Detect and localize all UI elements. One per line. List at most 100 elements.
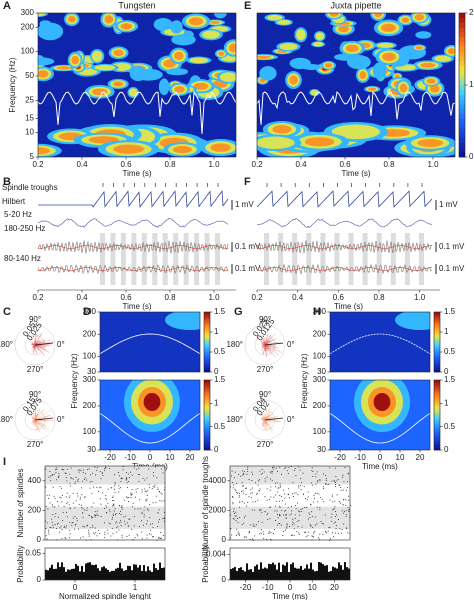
spike bbox=[96, 486, 98, 488]
heat-blob bbox=[372, 62, 387, 80]
y-tick-label: 200 bbox=[21, 22, 35, 31]
spike bbox=[45, 468, 47, 470]
y-tick-label: 300 bbox=[83, 375, 97, 384]
x-tick-label: 1.0 bbox=[427, 160, 439, 169]
phase-sample bbox=[34, 344, 48, 352]
spike bbox=[65, 476, 67, 478]
spike bbox=[234, 515, 236, 517]
spike bbox=[347, 473, 349, 475]
colorbar-cell bbox=[434, 324, 440, 327]
spike bbox=[230, 514, 231, 516]
angle-label: 0° bbox=[287, 415, 295, 424]
spike bbox=[105, 505, 107, 507]
spike bbox=[99, 498, 101, 500]
spike bbox=[85, 473, 86, 475]
spike bbox=[316, 523, 318, 525]
spike bbox=[141, 489, 143, 491]
heat-blob bbox=[189, 17, 204, 26]
spike bbox=[325, 484, 327, 485]
spike bbox=[56, 523, 58, 525]
spike bbox=[128, 534, 130, 536]
spike bbox=[70, 467, 72, 469]
spike bbox=[325, 475, 327, 476]
x-tick-label: 1.0 bbox=[414, 293, 426, 302]
spike bbox=[94, 514, 96, 516]
colorbar-cell bbox=[434, 314, 440, 317]
trough-band bbox=[162, 233, 168, 285]
heat-blob bbox=[426, 78, 436, 84]
spike bbox=[127, 486, 129, 488]
spike bbox=[118, 472, 120, 473]
colorbar-cell bbox=[459, 137, 465, 143]
spike bbox=[286, 523, 288, 525]
hist-bar bbox=[51, 564, 53, 580]
spike bbox=[118, 522, 120, 524]
spike bbox=[292, 521, 294, 523]
spike bbox=[272, 533, 274, 535]
spike bbox=[238, 495, 240, 497]
hist-bar bbox=[334, 567, 336, 580]
spike bbox=[267, 512, 269, 514]
colorbar-cell bbox=[434, 426, 440, 430]
spike bbox=[274, 510, 276, 512]
spike bbox=[65, 527, 67, 529]
spike bbox=[241, 482, 243, 484]
y-tick-label: 0 bbox=[37, 535, 42, 544]
spike bbox=[276, 482, 278, 484]
heat-blob bbox=[296, 29, 306, 41]
spike bbox=[245, 487, 246, 489]
envelope bbox=[37, 245, 229, 249]
hist-bar bbox=[121, 568, 123, 580]
spike bbox=[251, 509, 253, 511]
colorbar-cell bbox=[204, 419, 210, 423]
hist-bar bbox=[77, 565, 79, 580]
spike bbox=[249, 538, 251, 540]
spike bbox=[252, 525, 254, 527]
colorbar-cell bbox=[204, 394, 210, 397]
spike bbox=[112, 517, 113, 519]
spike bbox=[242, 492, 244, 494]
phase-sample bbox=[263, 419, 266, 430]
spike bbox=[48, 533, 50, 535]
angle-label: 0° bbox=[57, 415, 65, 424]
panel-letter: A bbox=[3, 0, 11, 12]
trough-band bbox=[362, 233, 368, 285]
spike bbox=[337, 478, 339, 480]
heat-blob bbox=[56, 66, 71, 70]
spike bbox=[120, 487, 121, 489]
spike bbox=[341, 529, 343, 530]
colorbar-cell bbox=[204, 422, 210, 425]
spike bbox=[69, 521, 71, 523]
trough-band bbox=[376, 233, 382, 285]
spike bbox=[130, 494, 132, 496]
spike bbox=[331, 480, 333, 482]
spike bbox=[263, 538, 265, 540]
spike bbox=[54, 524, 56, 525]
colorbar-cell bbox=[434, 364, 440, 367]
colorbar-cell bbox=[434, 312, 440, 315]
spike bbox=[111, 487, 113, 489]
spike bbox=[348, 511, 350, 513]
spike bbox=[157, 526, 159, 527]
heat-blob bbox=[399, 83, 408, 93]
y-tick-label: 100 bbox=[21, 47, 35, 56]
spike bbox=[79, 497, 81, 499]
spike bbox=[333, 536, 335, 538]
hist-bar bbox=[344, 562, 346, 580]
panel-letter: D bbox=[83, 306, 91, 318]
spike bbox=[257, 484, 259, 486]
hist-bar bbox=[59, 566, 61, 580]
hist-bar bbox=[324, 565, 326, 580]
spike bbox=[235, 511, 237, 513]
spike bbox=[61, 501, 63, 503]
spike bbox=[296, 521, 298, 523]
spike bbox=[125, 515, 127, 517]
heat-blob bbox=[210, 143, 231, 152]
spike bbox=[346, 514, 348, 516]
phase-sample bbox=[34, 344, 42, 351]
panel-letter: B bbox=[3, 176, 11, 188]
spike bbox=[130, 493, 132, 495]
spike bbox=[326, 532, 328, 534]
colorbar-cell bbox=[204, 356, 210, 359]
spike bbox=[105, 466, 107, 468]
